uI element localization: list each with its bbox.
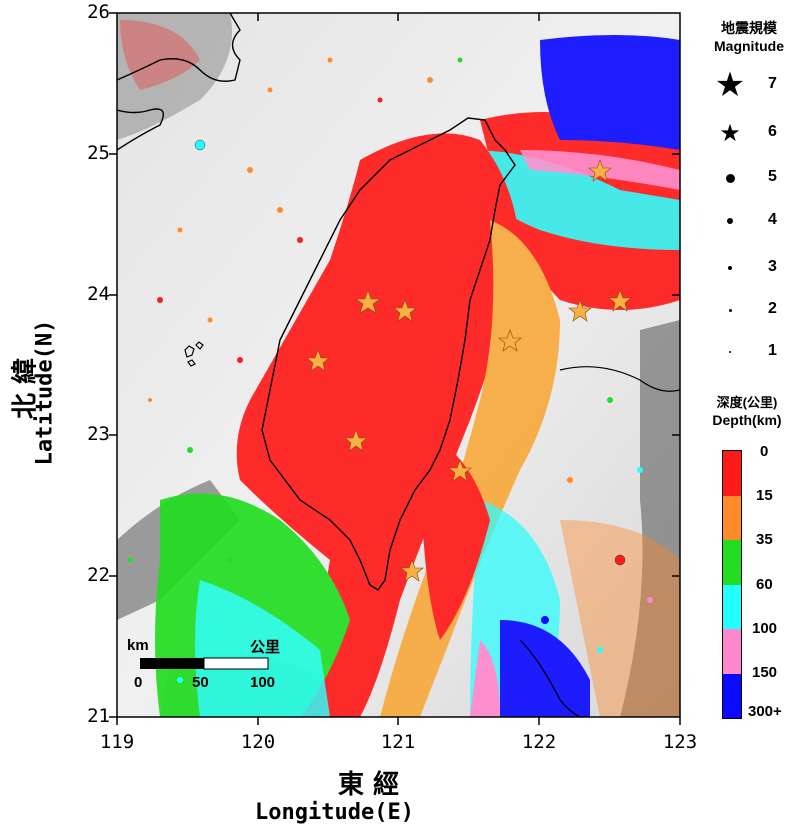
y-tick-25: 25 <box>87 142 110 164</box>
dot-1-icon <box>700 339 760 365</box>
depth-legend-title-cjk: 深度(公里) <box>716 395 778 410</box>
magnitude-label: 4 <box>768 211 777 228</box>
x-tick-123: 123 <box>662 731 698 753</box>
dot-4-icon <box>700 208 760 234</box>
magnitude-legend-title-cjk: 地震規模 <box>721 20 777 36</box>
scale-unit-cjk: 公里 <box>250 639 281 656</box>
depth-color-bar <box>722 450 742 719</box>
depth-segment <box>723 495 741 540</box>
x-tick-119: 119 <box>99 731 135 753</box>
depth-segment <box>723 540 741 585</box>
magnitude-legend-item: 3 <box>700 255 800 281</box>
x-tick-122: 122 <box>521 731 557 753</box>
scale-label-100: 100 <box>250 674 276 691</box>
depth-segment <box>723 629 741 674</box>
scale-label-50: 50 <box>192 674 209 691</box>
taiwan-coastline <box>261 117 516 591</box>
fujian-coastline <box>117 13 241 151</box>
depth-label-150: 150 <box>752 664 778 681</box>
east-coastline <box>519 366 680 717</box>
y-axis-title-en: Latitude(N) <box>32 319 58 466</box>
magnitude-legend-item: ★ 6 <box>700 120 800 146</box>
magnitude-label: 6 <box>768 123 777 140</box>
scale-label-0: 0 <box>134 674 143 691</box>
depth-label-35: 35 <box>756 531 773 548</box>
dot-5-icon <box>700 165 760 191</box>
relief-east <box>620 320 680 717</box>
depth-label-100: 100 <box>752 620 778 637</box>
map-canvas <box>117 13 680 717</box>
y-tick-22: 22 <box>87 564 110 586</box>
magnitude-label: 7 <box>768 75 777 92</box>
magnitude-label: 1 <box>768 342 777 359</box>
quake-stars <box>306 159 632 582</box>
y-tick-24: 24 <box>87 283 110 305</box>
y-tick-23: 23 <box>87 423 110 445</box>
x-axis-title-cjk: 東 經 <box>338 770 400 800</box>
axis-ticks <box>109 12 681 725</box>
star-small-icon: ★ <box>719 119 741 147</box>
quake-scatter <box>127 57 653 683</box>
magnitude-legend-item: 2 <box>700 297 800 323</box>
depth-label-0: 0 <box>760 443 769 460</box>
penghu-islands <box>184 341 204 367</box>
magnitude-legend-item: ★ 7 <box>700 65 800 105</box>
magnitude-legend-title-en: Magnitude <box>714 38 784 54</box>
depth-label-15: 15 <box>756 487 773 504</box>
depth-segment <box>723 451 741 496</box>
star-large-icon: ★ <box>714 65 746 105</box>
scale-unit-km: km <box>127 637 149 654</box>
dot-3-icon <box>700 255 760 281</box>
x-axis-title-en: Longitude(E) <box>255 800 414 825</box>
dot-2-icon <box>700 297 760 323</box>
magnitude-label: 2 <box>768 300 777 317</box>
depth-label-60: 60 <box>756 576 773 593</box>
magnitude-legend-item: 4 <box>700 208 800 234</box>
scale-bar-graphic <box>140 657 269 670</box>
depth-label-300plus: 300+ <box>748 703 782 720</box>
depth-legend-title-en: Depth(km) <box>712 412 782 428</box>
magnitude-label: 3 <box>768 258 777 275</box>
x-tick-121: 121 <box>380 731 416 753</box>
depth-segment <box>723 673 741 718</box>
depth-segment <box>723 584 741 629</box>
y-tick-21: 21 <box>87 705 110 727</box>
x-tick-120: 120 <box>240 731 276 753</box>
magnitude-legend-item: 1 <box>700 339 800 365</box>
y-tick-26: 26 <box>87 1 110 23</box>
relief-fujian <box>117 13 232 140</box>
magnitude-legend-item: 5 <box>700 165 800 191</box>
magnitude-label: 5 <box>768 168 777 185</box>
